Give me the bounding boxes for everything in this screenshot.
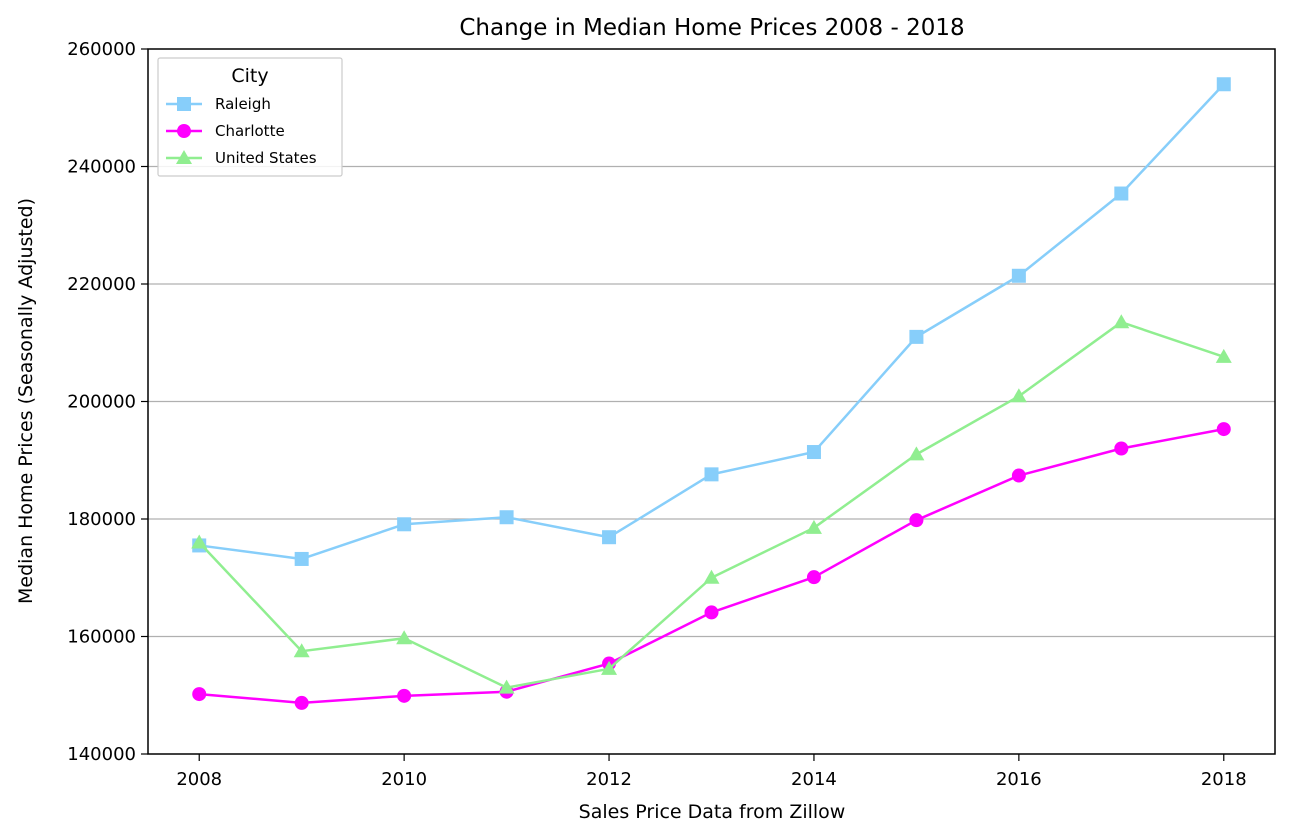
legend-label: Charlotte [215,122,285,140]
data-point-charlotte [704,605,719,620]
y-axis-label: Median Home Prices (Seasonally Adjusted) [15,198,37,604]
data-point-united-states [805,519,822,534]
data-point-charlotte [1114,441,1129,456]
y-tick-label: 200000 [67,392,136,413]
data-point-raleigh [806,445,821,460]
x-tick-label: 2016 [996,769,1042,790]
data-point-raleigh [1114,186,1129,201]
data-point-raleigh [499,510,514,525]
legend-entry-united-states: United States [166,149,317,167]
x-tick-label: 2008 [176,769,222,790]
data-point-charlotte [397,688,412,703]
data-point-raleigh [294,551,309,566]
x-tick-label: 2014 [791,769,837,790]
x-axis-label: Sales Price Data from Zillow [579,801,846,823]
data-point-united-states [1113,314,1130,329]
data-point-raleigh [909,329,924,344]
y-tick-label: 160000 [67,627,136,648]
series-layer [191,77,1232,710]
legend-marker [177,97,191,111]
data-point-united-states [1010,388,1027,403]
y-tick-label: 240000 [67,157,136,178]
data-point-charlotte [192,687,207,702]
legend-label: Raleigh [215,95,271,113]
data-point-raleigh [397,517,412,532]
data-point-united-states [1215,348,1232,363]
data-point-raleigh [1216,77,1231,92]
data-point-raleigh [1011,268,1026,283]
data-point-united-states [601,660,618,675]
data-point-charlotte [1216,422,1231,437]
data-point-raleigh [704,467,719,482]
x-tick-label: 2012 [586,769,632,790]
data-point-charlotte [806,570,821,585]
legend-entry-charlotte: Charlotte [166,122,285,140]
y-tick-label: 140000 [67,744,136,765]
y-tick-label: 260000 [67,39,136,60]
series-united-states [191,314,1232,694]
legend-marker [177,124,191,138]
data-point-united-states [908,446,925,461]
data-point-united-states [703,569,720,584]
data-point-charlotte [294,695,309,710]
legend: City Raleigh Charlotte United States [157,57,343,177]
axis-ticks: 140000 160000 180000 200000 220000 240000 2600… [67,39,1246,790]
series-charlotte [192,422,1231,710]
legend-entry-raleigh: Raleigh [166,95,271,113]
data-point-charlotte [1011,468,1026,483]
data-point-raleigh [602,530,617,545]
data-point-united-states [498,679,515,694]
legend-label: United States [215,149,317,167]
data-point-united-states [396,630,413,645]
gridlines [148,165,1275,638]
x-tick-label: 2010 [381,769,427,790]
legend-title: City [231,65,268,87]
series-raleigh [192,77,1231,566]
x-tick-label: 2018 [1201,769,1247,790]
y-tick-label: 180000 [67,509,136,530]
data-point-united-states [191,534,208,549]
y-tick-label: 220000 [67,274,136,295]
data-point-united-states [293,643,310,658]
legend-box [157,57,343,177]
data-point-charlotte [909,513,924,528]
chart-title: Change in Median Home Prices 2008 - 2018 [459,15,964,41]
legend-marker [176,150,192,164]
